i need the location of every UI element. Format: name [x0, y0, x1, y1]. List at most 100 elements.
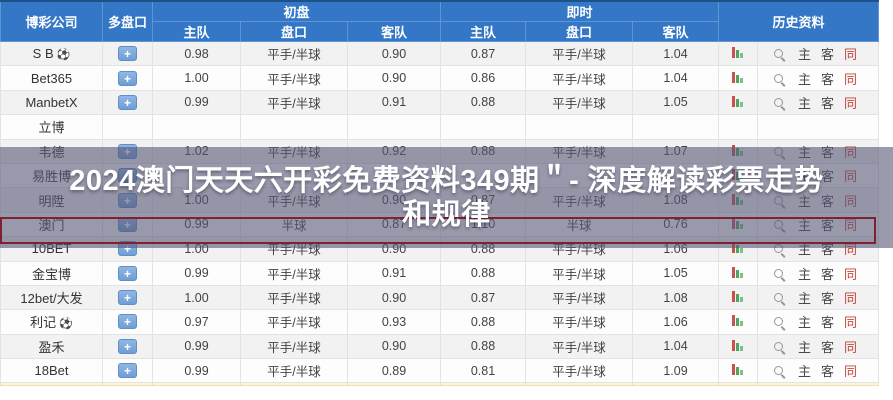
- cell-init-home: 0.99: [152, 333, 241, 360]
- odds-trend-chart-icon[interactable]: [732, 95, 744, 107]
- table-row: 金宝博 +0.99 平手/半球 0.91 0.88 平手/半球 1.05 主客同: [0, 260, 880, 286]
- search-icon[interactable]: [774, 49, 786, 61]
- cell-history: 主客同: [757, 309, 880, 335]
- expand-odds-button[interactable]: +: [118, 46, 137, 62]
- home-history-link[interactable]: 主: [798, 47, 812, 63]
- company-name: 利记: [30, 315, 57, 331]
- odds-trend-chart-icon[interactable]: [732, 46, 744, 59]
- expand-odds-button[interactable]: +: [118, 265, 137, 281]
- odds-trend-chart-icon[interactable]: [732, 363, 744, 376]
- cell-live-handicap: [525, 114, 634, 140]
- away-history-link[interactable]: 客: [821, 315, 835, 331]
- away-history-link[interactable]: 客: [821, 47, 835, 63]
- expand-odds-button[interactable]: +: [118, 338, 137, 354]
- col-header-history: 历史资料: [718, 0, 880, 42]
- same-odds-link[interactable]: 同: [844, 95, 858, 111]
- odds-trend-chart-icon[interactable]: [732, 290, 744, 303]
- cell-live-handicap: 平手/半球: [525, 89, 634, 116]
- cell-init-away: 0.91: [346, 260, 442, 286]
- cell-init-away: 0.90: [346, 65, 442, 91]
- cell-company: S B ⚽: [0, 40, 103, 67]
- cell-init-handicap: 平手/半球: [240, 284, 348, 311]
- home-history-link[interactable]: 主: [798, 364, 812, 380]
- cell-init-handicap: 平手/半球: [240, 333, 348, 360]
- cell-multi-odds: +: [102, 358, 153, 384]
- home-history-link[interactable]: 主: [798, 95, 812, 111]
- cell-init-handicap: 平手/半球: [240, 65, 348, 91]
- cell-multi-odds: +: [102, 65, 153, 91]
- search-icon[interactable]: [774, 293, 786, 305]
- table-row: 盈禾 +0.99 平手/半球 0.90 0.88 平手/半球 1.04 主客同: [0, 333, 880, 360]
- cell-init-handicap: 平手/半球: [240, 358, 348, 384]
- odds-trend-chart-icon[interactable]: [732, 339, 744, 351]
- cell-chart: [718, 114, 759, 140]
- expand-odds-button[interactable]: +: [118, 314, 137, 330]
- away-history-link[interactable]: 客: [821, 364, 835, 380]
- cell-company: 盈禾: [0, 333, 103, 360]
- away-history-link[interactable]: 客: [821, 266, 835, 282]
- same-odds-link[interactable]: 同: [844, 71, 858, 87]
- cell-init-away: 0.89: [346, 358, 442, 384]
- col-header-init-handicap: 盘口: [240, 21, 348, 42]
- away-history-link[interactable]: 客: [821, 71, 835, 87]
- away-history-link[interactable]: 客: [821, 95, 835, 111]
- table-row: 18Bet +0.99 平手/半球 0.89 0.81 平手/半球 1.09 主客同: [0, 358, 880, 384]
- home-history-link[interactable]: 主: [798, 71, 812, 87]
- same-odds-link[interactable]: 同: [844, 315, 858, 331]
- table-header: 博彩公司 多盘口 初盘 即时 历史资料 主队 盘口 客队 主队 盘口 客队: [0, 0, 880, 42]
- cell-history: 主客同: [757, 260, 880, 286]
- away-history-link[interactable]: 客: [821, 291, 835, 307]
- home-history-link[interactable]: 主: [798, 266, 812, 282]
- home-history-link[interactable]: 主: [798, 315, 812, 331]
- cell-init-handicap: 平手/半球: [240, 260, 348, 286]
- same-odds-link[interactable]: 同: [844, 291, 858, 307]
- cell-live-home: 0.86: [440, 65, 527, 91]
- cell-multi-odds: +: [102, 284, 153, 311]
- same-odds-link[interactable]: 同: [844, 364, 858, 380]
- search-icon[interactable]: [774, 268, 786, 281]
- col-header-initial: 初盘: [151, 0, 442, 22]
- search-icon[interactable]: [774, 317, 786, 329]
- table-row: Bet365 +1.00 平手/半球 0.90 0.86 平手/半球 1.04 主客同: [0, 65, 880, 91]
- odds-trend-chart-icon[interactable]: [732, 266, 744, 278]
- cell-init-home: 0.97: [152, 309, 241, 335]
- company-name: 金宝博: [31, 266, 71, 282]
- cell-live-away: 1.04: [632, 65, 720, 91]
- table-row: 立博: [0, 114, 880, 140]
- cell-history: 主客同: [757, 284, 880, 311]
- cell-init-home: 0.99: [152, 89, 241, 116]
- company-name: 12bet/大发: [20, 291, 83, 307]
- cell-chart: [718, 89, 759, 116]
- cell-live-away: 1.09: [632, 358, 720, 384]
- search-icon[interactable]: [774, 366, 786, 378]
- cell-init-away: 0.93: [346, 309, 442, 335]
- expand-odds-button[interactable]: +: [118, 70, 137, 86]
- table-row: ManbetX +0.99 平手/半球 0.91 0.88 平手/半球 1.05 主客同: [0, 89, 880, 116]
- cell-history: 主客同: [757, 65, 880, 91]
- cell-chart: [718, 358, 759, 384]
- search-icon[interactable]: [774, 341, 786, 354]
- odds-trend-chart-icon[interactable]: [732, 314, 744, 327]
- company-name: 18Bet: [34, 363, 69, 379]
- cell-init-handicap: 平手/半球: [240, 309, 348, 335]
- soccer-ball-icon: ⚽: [59, 318, 73, 331]
- home-history-link[interactable]: 主: [798, 291, 812, 307]
- expand-odds-button[interactable]: +: [118, 94, 137, 110]
- promo-banner-overlay: [0, 147, 893, 248]
- col-header-company: 博彩公司: [0, 0, 103, 42]
- away-history-link[interactable]: 客: [821, 339, 835, 355]
- same-odds-link[interactable]: 同: [844, 47, 858, 63]
- same-odds-link[interactable]: 同: [844, 266, 858, 282]
- search-icon[interactable]: [774, 97, 786, 110]
- odds-trend-chart-icon[interactable]: [732, 71, 744, 83]
- search-icon[interactable]: [774, 73, 786, 86]
- cell-init-away: 0.90: [346, 333, 442, 360]
- same-odds-link[interactable]: 同: [844, 339, 858, 355]
- cell-multi-odds: +: [102, 40, 153, 67]
- expand-odds-button[interactable]: +: [118, 363, 137, 379]
- col-header-live-home: 主队: [440, 21, 527, 42]
- cell-history: 主客同: [757, 89, 880, 116]
- home-history-link[interactable]: 主: [798, 339, 812, 355]
- soccer-ball-icon: ⚽: [56, 49, 71, 62]
- expand-odds-button[interactable]: +: [118, 290, 137, 306]
